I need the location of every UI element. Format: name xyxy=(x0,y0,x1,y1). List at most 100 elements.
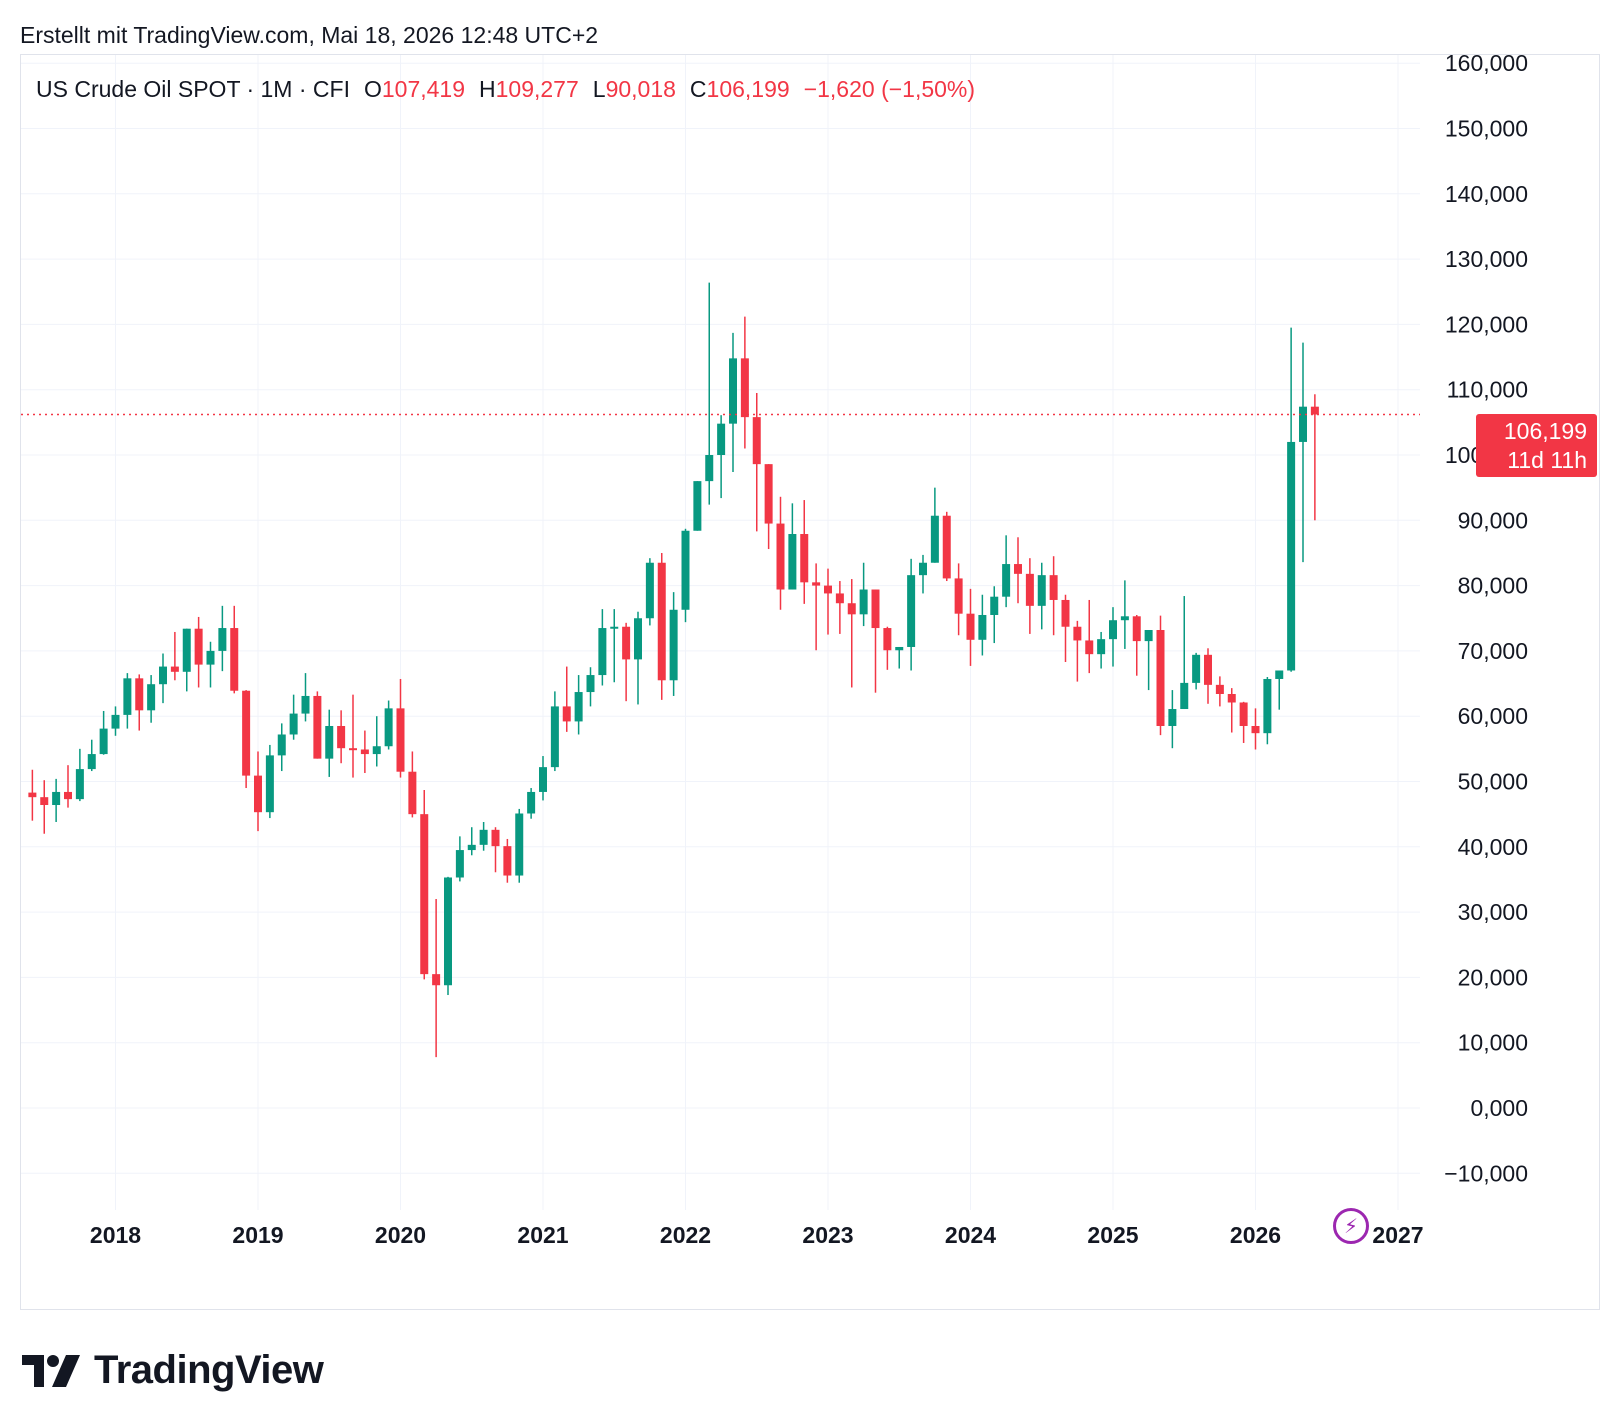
candle-body xyxy=(182,628,191,672)
candle xyxy=(966,588,975,666)
open-value: 107,419 xyxy=(381,76,465,102)
candle-body xyxy=(515,813,524,876)
y-tick-label: 80,000 xyxy=(1458,573,1528,599)
candle-body xyxy=(1287,441,1296,671)
candle-body xyxy=(990,596,999,615)
candle xyxy=(135,674,144,731)
candle-body xyxy=(99,728,108,755)
candle-body xyxy=(1037,575,1046,606)
candle-body xyxy=(230,628,239,691)
candle xyxy=(645,558,654,626)
candle xyxy=(586,667,595,707)
candle-body xyxy=(705,455,714,482)
high-value: 109,277 xyxy=(495,76,579,102)
candle xyxy=(847,579,856,688)
candle xyxy=(87,739,96,772)
candle-body xyxy=(1239,702,1248,726)
candle-body xyxy=(40,797,49,806)
candle-body xyxy=(1251,725,1260,734)
y-tick-label: 110,000 xyxy=(1447,377,1528,403)
bar-countdown: 11d 11h xyxy=(1507,447,1587,473)
candle xyxy=(242,690,251,789)
candle xyxy=(610,609,619,683)
candle xyxy=(230,605,239,694)
candle xyxy=(360,730,369,774)
candle xyxy=(990,586,999,644)
candle-body xyxy=(1263,678,1272,734)
candle-body xyxy=(170,666,179,672)
candle-body xyxy=(147,684,156,711)
candle xyxy=(1239,701,1248,743)
candle-body xyxy=(610,626,619,629)
candle xyxy=(64,765,72,808)
candle xyxy=(776,496,785,610)
candle xyxy=(598,609,607,686)
x-tick-label: 2026 xyxy=(1230,1222,1281,1248)
candle-body xyxy=(1073,626,1082,641)
candle-body xyxy=(800,534,809,583)
candle xyxy=(1204,648,1212,704)
candle-body xyxy=(206,650,215,665)
candle-body xyxy=(159,666,167,685)
candle xyxy=(337,710,346,764)
candle-body xyxy=(1204,654,1212,685)
candle xyxy=(479,821,488,851)
open-label: O xyxy=(363,76,382,102)
created-with-header: Erstellt mit TradingView.com, Mai 18, 20… xyxy=(20,22,599,48)
candle xyxy=(1287,327,1296,672)
candle-body xyxy=(1156,630,1165,726)
candle-body xyxy=(1168,709,1177,726)
candle-body xyxy=(634,618,642,660)
y-tick-label: 40,000 xyxy=(1458,834,1528,860)
candle-body xyxy=(895,646,904,651)
candle xyxy=(159,653,167,704)
candle xyxy=(919,554,927,594)
candle xyxy=(1251,708,1260,750)
candle-body xyxy=(349,748,357,751)
candle-body xyxy=(954,578,963,614)
candle-body xyxy=(1085,640,1094,655)
candle xyxy=(681,528,690,623)
brand-name: TradingView xyxy=(94,1348,324,1392)
candle xyxy=(812,563,821,651)
candle xyxy=(1215,676,1224,707)
candle-body xyxy=(1275,670,1284,679)
x-tick-label: 2024 xyxy=(945,1222,996,1248)
candle xyxy=(1227,688,1236,733)
y-tick-label: 60,000 xyxy=(1458,703,1528,729)
candle xyxy=(515,808,524,883)
lightning-icon[interactable]: ⚡ xyxy=(1333,1208,1369,1244)
candles xyxy=(28,282,1319,1058)
candle-body xyxy=(1310,406,1319,415)
candle xyxy=(1156,615,1165,736)
y-axis-labels: −10,000 0,000 10,000 20,000 30,000 40,000 50,0… xyxy=(1444,50,1528,1186)
candle xyxy=(930,487,939,563)
candle xyxy=(265,744,274,819)
candle-body xyxy=(669,609,678,681)
y-tick-label: 50,000 xyxy=(1458,769,1528,795)
candle-body xyxy=(111,714,120,729)
candle-body xyxy=(218,628,227,651)
candle-body xyxy=(432,974,441,986)
candle-body xyxy=(289,713,298,735)
tradingview-logo[interactable]: TradingView xyxy=(22,1348,324,1393)
candle xyxy=(1310,394,1319,521)
candle-body xyxy=(52,791,61,806)
candle-body xyxy=(194,628,203,665)
candle-body xyxy=(242,690,251,776)
candle-body xyxy=(1192,654,1201,683)
y-tick-label: 10,000 xyxy=(1458,1030,1528,1056)
candle-body xyxy=(265,755,274,813)
candle xyxy=(824,568,832,635)
candle xyxy=(99,710,108,755)
candle xyxy=(467,827,476,856)
candle-body xyxy=(598,628,607,676)
candle xyxy=(372,716,381,767)
candle-body xyxy=(942,515,951,579)
y-tick-label: 130,000 xyxy=(1445,246,1528,272)
y-tick-label: 160,000 xyxy=(1445,50,1528,76)
candle-body xyxy=(764,464,773,524)
ohlc-legend: US Crude Oil SPOT · 1M · CFI O107,419 H109… xyxy=(36,76,975,103)
candle-body xyxy=(907,575,916,647)
